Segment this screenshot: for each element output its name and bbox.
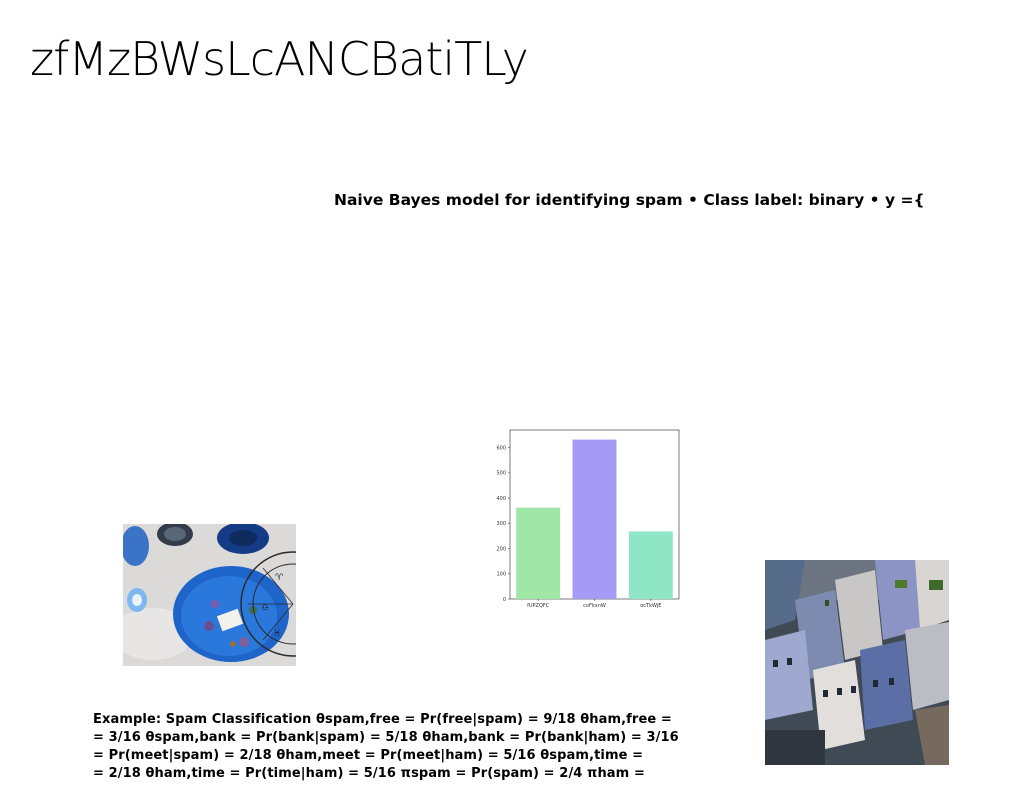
y-tick-label: 300 <box>496 521 506 527</box>
y-tick-label: 200 <box>496 546 506 552</box>
bar-ocTkWjE <box>628 531 673 599</box>
bar-chart: 0 100 200 300 400 500 600 fUPZQFC coFkxnW ocTkWj… <box>496 429 680 609</box>
example-text-block: Example: Spam Classification θspam,free … <box>93 711 753 783</box>
y-tick-label: 500 <box>496 471 506 477</box>
example-line: = Pr(meet|spam) = 2/18 θham,meet = Pr(me… <box>93 748 644 763</box>
y-tick-label: 400 <box>496 496 506 502</box>
y-tick-label: 0 <box>503 597 506 603</box>
svg-text:♓: ♓ <box>273 629 281 639</box>
y-tick-label: 600 <box>496 445 506 451</box>
y-axis-ticks: 0 100 200 300 400 500 600 <box>496 445 510 603</box>
svg-text:♈: ♈ <box>275 573 284 583</box>
svg-text:♎: ♎ <box>261 603 269 613</box>
crystals-tarot-photo: ♈ ♎ ♓ <box>123 524 296 666</box>
example-line: Example: Spam Classification θspam,free … <box>93 712 672 727</box>
slide-title: zfMzBWsLcANCBatiTLy <box>30 32 529 86</box>
y-tick-label: 100 <box>496 572 506 578</box>
city-rooftops-photo <box>765 560 949 765</box>
bar-coFkxnW <box>572 439 617 599</box>
x-tick-label: coFkxnW <box>583 603 606 609</box>
x-tick-label: fUPZQFC <box>527 603 550 609</box>
bar-fUPZQFC <box>516 507 561 599</box>
slide-subtitle: Naive Bayes model for identifying spam •… <box>334 191 925 209</box>
example-line: = 2/18 θham,time = Pr(time|ham) = 5/16 π… <box>93 766 645 781</box>
x-axis-ticks: fUPZQFC coFkxnW ocTkWjE <box>527 599 661 609</box>
example-line: = 3/16 θspam,bank = Pr(bank|spam) = 5/18… <box>93 730 679 745</box>
x-tick-label: ocTkWjE <box>640 603 661 609</box>
bars-group <box>516 439 673 599</box>
